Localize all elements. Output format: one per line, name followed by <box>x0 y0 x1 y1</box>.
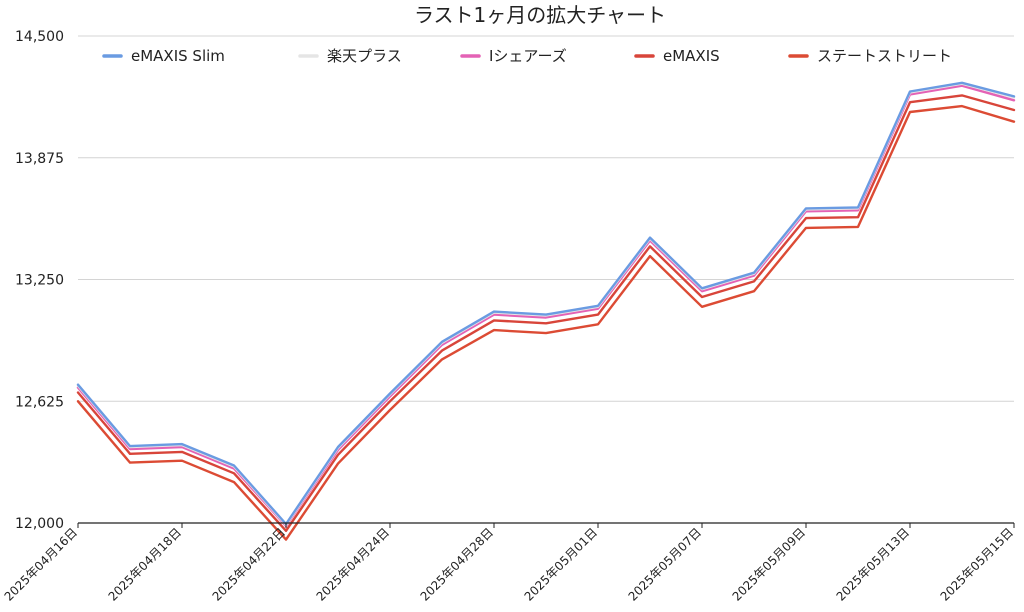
legend-label: 楽天プラス <box>327 47 402 65</box>
x-tick-label: 2025年04月22日 <box>210 525 289 604</box>
x-tick-label: 2025年04月16日 <box>2 525 81 604</box>
x-tick-label: 2025年04月24日 <box>314 525 393 604</box>
series-line <box>76 81 1016 526</box>
y-tick-label: 12,000 <box>15 516 64 532</box>
series-lines <box>76 81 1016 541</box>
legend-item: eMAXIS <box>634 47 720 65</box>
legend-item: ステートストリート <box>788 47 952 65</box>
y-tick-label: 13,250 <box>15 273 64 289</box>
legend-item: Iシェアーズ <box>460 47 567 65</box>
legend-item: 楽天プラス <box>298 47 402 65</box>
x-tick-label: 2025年05月15日 <box>938 525 1017 604</box>
y-tick-label: 12,625 <box>15 394 64 410</box>
legend-label: Iシェアーズ <box>489 47 567 65</box>
y-tick-label: 14,500 <box>15 29 64 45</box>
legend-label: eMAXIS <box>663 47 720 65</box>
x-tick-label: 2025年05月01日 <box>522 525 601 604</box>
legend: eMAXIS Slim 楽天プラス Iシェアーズ eMAXIS ステートストリート <box>102 47 952 65</box>
x-tick-label: 2025年05月09日 <box>730 525 809 604</box>
gridlines <box>78 35 1014 402</box>
x-tick-label: 2025年05月13日 <box>834 525 913 604</box>
x-tick-label: 2025年04月28日 <box>418 525 497 604</box>
series-line <box>76 84 1016 528</box>
series-line <box>76 94 1016 532</box>
legend-label: eMAXIS Slim <box>131 47 225 65</box>
x-tick-label: 2025年05月07日 <box>626 525 705 604</box>
legend-label: ステートストリート <box>817 47 952 65</box>
x-axis-ticks: 2025年04月16日 2025年04月18日 2025年04月22日 2025年04… <box>2 523 1017 604</box>
legend-item: eMAXIS Slim <box>102 47 225 65</box>
series-line <box>76 104 1016 541</box>
y-axis-ticks: 12,000 12,625 13,250 13,875 14,500 <box>15 29 64 532</box>
x-tick-label: 2025年04月18日 <box>106 525 185 604</box>
y-tick-label: 13,875 <box>15 151 64 167</box>
chart-title: ラスト1ヶ月の拡大チャート <box>414 3 666 27</box>
